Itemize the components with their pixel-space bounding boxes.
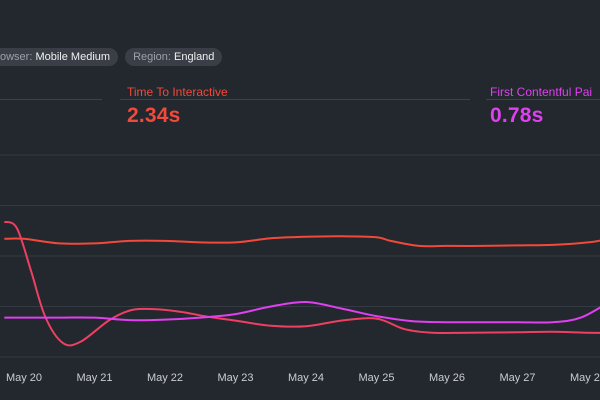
filter-chips: owser: Mobile Medium Region: England <box>0 48 223 66</box>
x-tick-label: May 22 <box>147 372 183 384</box>
header-divider-middle <box>120 99 470 100</box>
series-lines <box>3 220 600 347</box>
metric-label: Time To Interactive <box>127 85 228 99</box>
x-tick-label: May 24 <box>288 372 324 384</box>
x-tick-label: May 20 <box>6 372 42 384</box>
metric-value: 2.34s <box>127 104 181 127</box>
series-line-first-contentful-paint <box>4 300 600 324</box>
x-tick-label: May 21 <box>76 372 112 384</box>
x-tick-label: May 25 <box>358 372 394 384</box>
metric-value: 0.78s <box>490 104 544 127</box>
metric-label: First Contentful Pai <box>490 85 593 99</box>
region-filter-value: England <box>174 51 215 63</box>
region-filter-key: Region: <box>133 51 171 63</box>
grid-lines <box>0 154 600 358</box>
region-filter-chip[interactable]: Region: England <box>125 48 223 66</box>
series-line-time-to-interactive <box>4 235 600 248</box>
browser-filter-key: owser: <box>0 51 33 63</box>
header-divider-right <box>486 99 600 100</box>
metric-time-to-interactive[interactable]: Time To Interactive 2.34s <box>127 85 228 128</box>
series-line-crimson <box>3 220 600 347</box>
x-axis-ticks: May 20 May 21 May 22 May 23 May 24 May 25 May … <box>6 372 600 384</box>
browser-filter-value: Mobile Medium <box>35 51 111 63</box>
x-tick-label: May 23 <box>217 372 253 384</box>
x-tick-label: May 28 <box>570 372 600 384</box>
x-tick-label: May 26 <box>429 372 465 384</box>
metric-first-contentful-paint[interactable]: First Contentful Pai 0.78s <box>490 85 592 128</box>
header-divider-left <box>0 99 102 100</box>
browser-filter-chip[interactable]: owser: Mobile Medium <box>0 48 119 66</box>
x-tick-label: May 27 <box>499 372 535 384</box>
